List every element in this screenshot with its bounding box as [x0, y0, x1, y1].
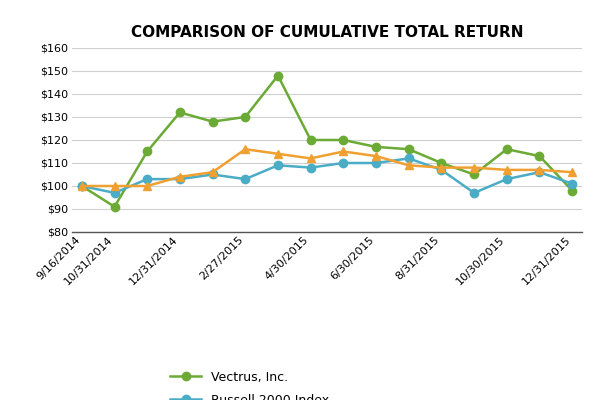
Russell 2000 Index — [111, 190, 118, 195]
Vectrus, Inc. — [340, 138, 347, 142]
Line: S&P Aerospace & Defense Select Industry Index: S&P Aerospace & Defense Select Industry … — [77, 145, 577, 190]
Vectrus, Inc. — [143, 149, 151, 154]
S&P Aerospace & Defense Select Industry Index — [536, 168, 543, 172]
S&P Aerospace & Defense Select Industry Index — [143, 184, 151, 188]
Russell 2000 Index — [503, 177, 511, 182]
Vectrus, Inc. — [438, 160, 445, 165]
S&P Aerospace & Defense Select Industry Index — [78, 184, 85, 188]
Russell 2000 Index — [176, 177, 184, 182]
Vectrus, Inc. — [373, 144, 380, 149]
Russell 2000 Index — [78, 184, 85, 188]
Vectrus, Inc. — [274, 73, 281, 78]
S&P Aerospace & Defense Select Industry Index — [373, 154, 380, 158]
Vectrus, Inc. — [111, 204, 118, 209]
S&P Aerospace & Defense Select Industry Index — [340, 149, 347, 154]
Russell 2000 Index — [405, 156, 412, 161]
Russell 2000 Index — [143, 177, 151, 182]
Russell 2000 Index — [438, 168, 445, 172]
S&P Aerospace & Defense Select Industry Index — [274, 151, 281, 156]
Russell 2000 Index — [274, 163, 281, 168]
Vectrus, Inc. — [176, 110, 184, 115]
S&P Aerospace & Defense Select Industry Index — [569, 170, 576, 174]
Russell 2000 Index — [373, 160, 380, 165]
Russell 2000 Index — [536, 170, 543, 174]
S&P Aerospace & Defense Select Industry Index — [470, 165, 478, 170]
Vectrus, Inc. — [536, 154, 543, 158]
Vectrus, Inc. — [78, 184, 85, 188]
Vectrus, Inc. — [503, 147, 511, 152]
Legend: Vectrus, Inc., Russell 2000 Index, S&P Aerospace & Defense Select Industry Index: Vectrus, Inc., Russell 2000 Index, S&P A… — [170, 371, 512, 400]
Line: Vectrus, Inc.: Vectrus, Inc. — [77, 72, 577, 211]
Vectrus, Inc. — [307, 138, 314, 142]
S&P Aerospace & Defense Select Industry Index — [111, 184, 118, 188]
S&P Aerospace & Defense Select Industry Index — [307, 156, 314, 161]
Russell 2000 Index — [307, 165, 314, 170]
S&P Aerospace & Defense Select Industry Index — [209, 170, 216, 174]
S&P Aerospace & Defense Select Industry Index — [438, 165, 445, 170]
Vectrus, Inc. — [569, 188, 576, 193]
Russell 2000 Index — [340, 160, 347, 165]
S&P Aerospace & Defense Select Industry Index — [503, 168, 511, 172]
Russell 2000 Index — [569, 181, 576, 186]
Russell 2000 Index — [209, 172, 216, 177]
S&P Aerospace & Defense Select Industry Index — [176, 174, 184, 179]
S&P Aerospace & Defense Select Industry Index — [405, 163, 412, 168]
Vectrus, Inc. — [405, 147, 412, 152]
Vectrus, Inc. — [242, 114, 249, 119]
Vectrus, Inc. — [470, 172, 478, 177]
Russell 2000 Index — [470, 190, 478, 195]
Russell 2000 Index — [242, 177, 249, 182]
S&P Aerospace & Defense Select Industry Index — [242, 147, 249, 152]
Vectrus, Inc. — [209, 119, 216, 124]
Line: Russell 2000 Index: Russell 2000 Index — [77, 154, 577, 197]
Title: COMPARISON OF CUMULATIVE TOTAL RETURN: COMPARISON OF CUMULATIVE TOTAL RETURN — [131, 25, 523, 40]
